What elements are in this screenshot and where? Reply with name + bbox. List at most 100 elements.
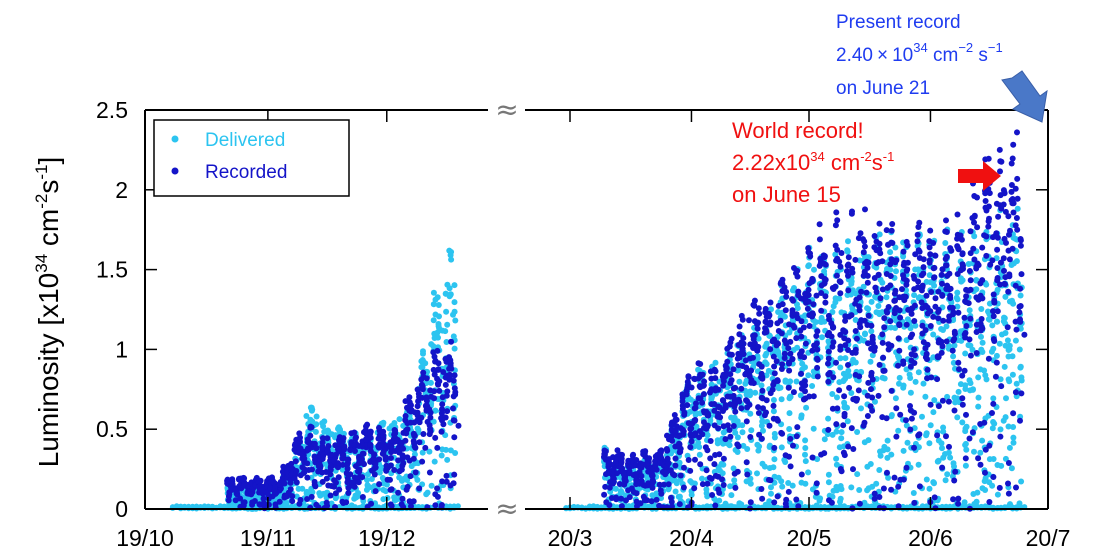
recorded-point — [957, 267, 964, 274]
recorded-point — [834, 217, 841, 224]
delivered-point — [974, 489, 981, 496]
recorded-point — [951, 477, 958, 484]
recorded-point — [434, 485, 441, 492]
recorded-point — [364, 421, 371, 428]
recorded-point — [900, 476, 907, 483]
delivered-point — [747, 410, 754, 417]
recorded-point — [276, 498, 283, 505]
recorded-point — [408, 503, 414, 510]
delivered-point — [846, 372, 853, 379]
recorded-point — [982, 446, 989, 453]
recorded-point — [956, 366, 962, 373]
delivered-point — [935, 457, 942, 464]
recorded-point — [720, 482, 727, 488]
recorded-point — [680, 484, 687, 491]
recorded-point — [448, 338, 455, 345]
recorded-point — [383, 467, 390, 474]
delivered-point — [930, 409, 937, 416]
recorded-point — [407, 473, 414, 480]
delivered-point — [672, 488, 679, 495]
recorded-point — [638, 473, 645, 479]
delivered-point — [1005, 376, 1012, 383]
recorded-point — [879, 339, 886, 346]
recorded-point — [774, 377, 781, 384]
recorded-point — [715, 425, 722, 432]
recorded-point — [998, 383, 1005, 390]
delivered-point — [782, 377, 789, 384]
recorded-point — [311, 440, 318, 447]
recorded-point — [837, 331, 844, 338]
recorded-point — [681, 464, 687, 471]
recorded-point — [693, 400, 699, 407]
recorded-point — [672, 417, 679, 424]
recorded-point — [1008, 197, 1015, 204]
delivered-point — [884, 446, 891, 453]
recorded-point — [798, 318, 805, 325]
recorded-point — [884, 309, 891, 316]
recorded-point — [876, 494, 883, 500]
recorded-point — [922, 302, 929, 309]
delivered-point — [419, 449, 426, 456]
delivered-point — [332, 495, 339, 502]
recorded-point — [759, 375, 766, 382]
recorded-point — [928, 374, 935, 381]
recorded-point — [837, 346, 844, 353]
recorded-point — [946, 270, 953, 277]
delivered-point — [971, 233, 978, 240]
recorded-point — [746, 317, 752, 324]
recorded-point — [849, 208, 855, 215]
recorded-point — [978, 316, 985, 322]
recorded-point — [1012, 185, 1019, 192]
delivered-point — [768, 306, 774, 313]
recorded-point — [435, 381, 442, 388]
recorded-point — [896, 347, 903, 354]
recorded-point — [895, 335, 902, 342]
recorded-point — [352, 448, 358, 454]
recorded-point — [794, 424, 801, 431]
recorded-point — [841, 393, 848, 400]
delivered-point — [1018, 374, 1025, 381]
delivered-point — [953, 294, 960, 301]
delivered-point — [703, 486, 710, 493]
recorded-point — [399, 452, 406, 459]
recorded-point — [785, 488, 792, 495]
recorded-point — [395, 489, 402, 496]
recorded-point — [719, 397, 726, 404]
recorded-point — [814, 346, 821, 353]
recorded-point — [679, 391, 686, 398]
recorded-point — [805, 298, 812, 305]
recorded-point — [897, 411, 904, 418]
delivered-point — [704, 431, 711, 438]
recorded-point — [891, 297, 898, 304]
delivered-point — [821, 436, 828, 443]
present-record-title: Present record — [836, 12, 961, 33]
recorded-point — [649, 472, 656, 479]
delivered-point — [1010, 439, 1017, 446]
recorded-point — [769, 338, 776, 345]
recorded-point — [735, 396, 742, 403]
recorded-point — [845, 443, 852, 450]
recorded-point — [403, 430, 410, 437]
recorded-point — [927, 308, 934, 315]
delivered-point — [761, 463, 768, 470]
recorded-point — [810, 311, 816, 318]
delivered-point — [777, 384, 784, 391]
recorded-point — [943, 433, 949, 440]
recorded-point — [1018, 271, 1025, 278]
delivered-point — [791, 285, 797, 291]
recorded-point — [994, 308, 1001, 315]
recorded-point — [795, 503, 802, 510]
delivered-point — [391, 494, 398, 501]
recorded-point — [309, 466, 315, 473]
recorded-point — [414, 409, 421, 416]
recorded-point — [758, 435, 765, 442]
recorded-point — [691, 417, 698, 424]
recorded-point — [932, 252, 939, 259]
recorded-point — [857, 230, 864, 237]
delivered-point — [802, 437, 809, 444]
delivered-point — [348, 502, 355, 509]
recorded-point — [363, 436, 369, 443]
delivered-point — [865, 437, 872, 444]
recorded-point — [858, 288, 865, 295]
delivered-point — [948, 299, 955, 306]
